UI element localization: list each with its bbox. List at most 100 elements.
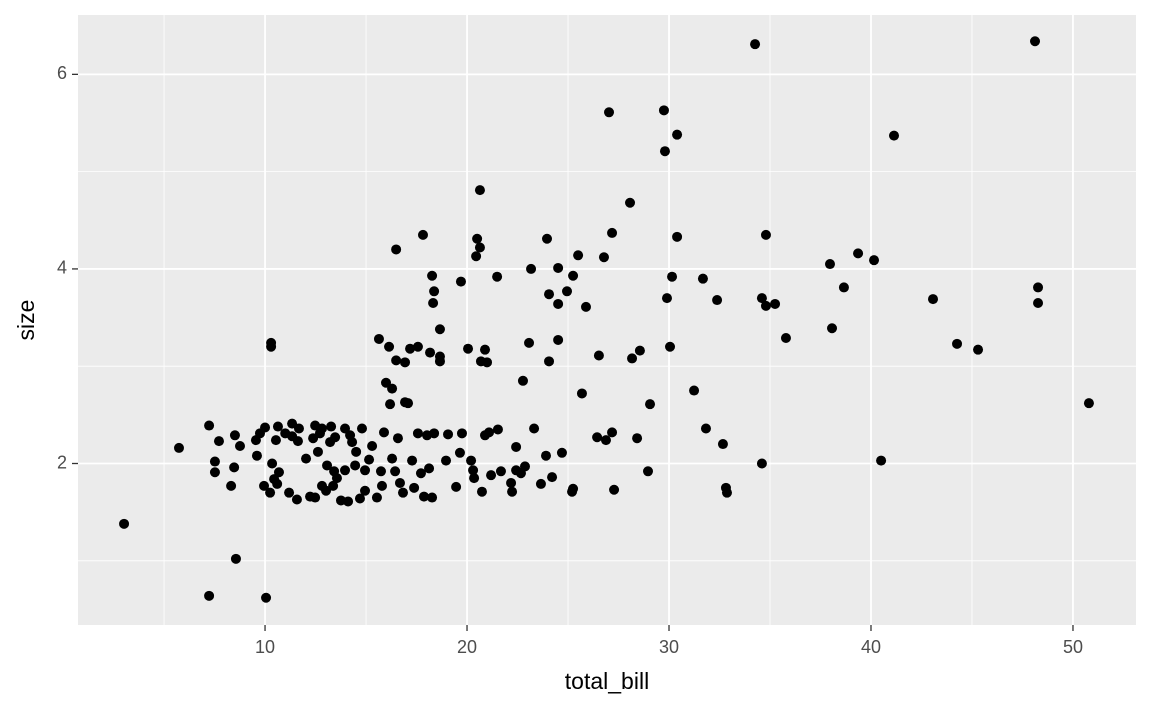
- point: [658, 105, 669, 116]
- point: [204, 590, 215, 601]
- point: [529, 423, 540, 434]
- point: [367, 440, 378, 451]
- point: [672, 231, 683, 242]
- point: [340, 465, 351, 476]
- point: [331, 473, 342, 484]
- point: [592, 432, 603, 443]
- point: [419, 491, 430, 502]
- point: [607, 227, 618, 238]
- point: [375, 466, 386, 477]
- point: [400, 357, 411, 368]
- point: [415, 468, 426, 479]
- point: [468, 465, 479, 476]
- point: [354, 493, 365, 504]
- point: [492, 424, 503, 435]
- point: [480, 344, 491, 355]
- point: [230, 553, 241, 564]
- y-axis-title: size: [13, 300, 39, 341]
- point: [486, 470, 497, 481]
- point: [343, 496, 354, 507]
- point: [780, 332, 791, 343]
- point: [371, 492, 382, 503]
- point: [119, 518, 130, 529]
- point: [234, 440, 245, 451]
- point: [568, 270, 579, 281]
- point: [204, 420, 215, 431]
- x-tick-label: 30: [659, 637, 679, 657]
- x-tick-label: 20: [457, 637, 477, 657]
- point: [495, 466, 506, 477]
- point: [756, 293, 767, 304]
- point: [643, 466, 654, 477]
- point: [434, 351, 445, 362]
- point: [451, 481, 462, 492]
- x-tick-label: 50: [1063, 637, 1083, 657]
- x-tick-label: 40: [861, 637, 881, 657]
- point: [474, 185, 485, 196]
- point: [427, 492, 438, 503]
- point: [347, 437, 358, 448]
- point: [455, 276, 466, 287]
- point: [301, 453, 312, 464]
- point: [712, 295, 723, 306]
- point: [209, 456, 220, 467]
- point: [229, 462, 240, 473]
- point: [272, 421, 283, 432]
- point: [350, 460, 361, 471]
- point: [259, 480, 270, 491]
- point: [376, 480, 387, 491]
- point: [387, 383, 398, 394]
- point: [952, 338, 963, 349]
- point: [689, 385, 700, 396]
- point: [535, 478, 546, 489]
- point: [387, 453, 398, 464]
- point: [330, 432, 341, 443]
- points: [119, 36, 1094, 603]
- point: [407, 455, 418, 466]
- point: [266, 341, 277, 352]
- point: [607, 427, 618, 438]
- y-tick-label: 6: [57, 63, 67, 83]
- point: [524, 337, 535, 348]
- point: [1083, 398, 1094, 409]
- point: [394, 477, 405, 488]
- point: [853, 248, 864, 259]
- point: [750, 39, 761, 50]
- point: [760, 300, 771, 311]
- point: [482, 357, 493, 368]
- point: [634, 345, 645, 356]
- point: [507, 486, 518, 497]
- point: [824, 259, 835, 270]
- point: [409, 482, 420, 493]
- point: [270, 435, 281, 446]
- point: [506, 477, 517, 488]
- point: [443, 429, 454, 440]
- point: [659, 146, 670, 157]
- point: [625, 197, 636, 208]
- point: [364, 454, 375, 465]
- point: [429, 286, 440, 297]
- point: [770, 298, 781, 309]
- point: [760, 229, 771, 240]
- x-axis-title: total_bill: [565, 668, 649, 694]
- point: [474, 242, 485, 253]
- point: [598, 252, 609, 263]
- point: [261, 592, 272, 603]
- point: [1030, 36, 1041, 47]
- point: [454, 447, 465, 458]
- point: [316, 423, 327, 434]
- point: [665, 341, 676, 352]
- point: [553, 334, 564, 345]
- point: [213, 436, 224, 447]
- point: [267, 458, 278, 469]
- point: [403, 398, 414, 409]
- point: [284, 487, 295, 498]
- point: [429, 428, 440, 439]
- point: [604, 107, 615, 118]
- point: [573, 250, 584, 261]
- point: [391, 244, 402, 255]
- point: [928, 294, 939, 305]
- point: [600, 435, 611, 446]
- point: [291, 494, 302, 505]
